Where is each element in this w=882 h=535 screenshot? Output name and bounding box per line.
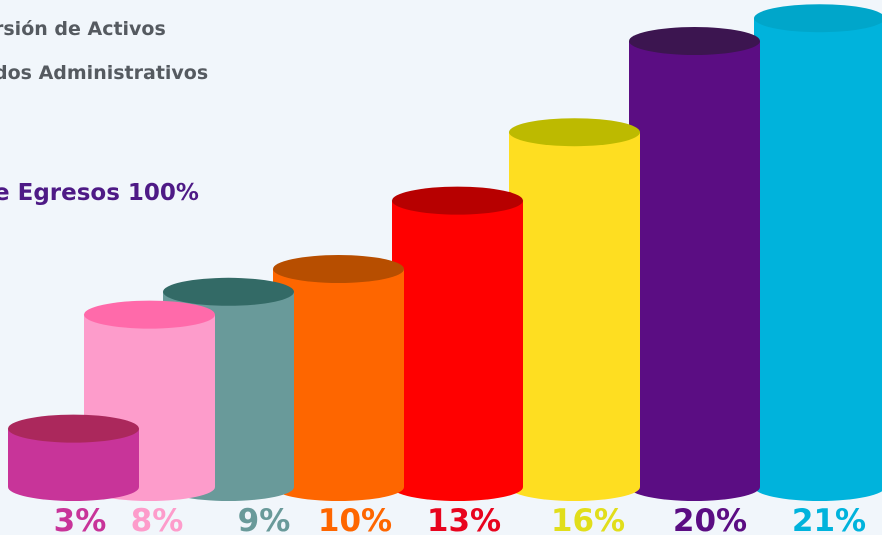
data-label-3: 9% xyxy=(238,503,291,535)
data-label-7: 20% xyxy=(673,503,747,535)
bar-top xyxy=(392,186,523,215)
data-label-4: 10% xyxy=(318,503,392,535)
bar-top xyxy=(273,255,404,283)
bar-body xyxy=(629,41,760,502)
data-label-8: 21% xyxy=(792,503,866,535)
bar-1 xyxy=(8,414,139,501)
bar-7 xyxy=(629,27,760,502)
bar-top xyxy=(629,27,760,55)
bar-8 xyxy=(754,4,882,501)
legend-item-administrative-expenses: dos Administrativos xyxy=(0,62,209,84)
bar-top xyxy=(163,277,294,306)
data-label-2: 8% xyxy=(131,503,184,535)
total-expenses-label: e Egresos 100% xyxy=(0,180,199,206)
data-label-1: 3% xyxy=(54,503,107,535)
data-label-6: 16% xyxy=(551,503,625,535)
bar-4 xyxy=(273,255,404,502)
bar-body xyxy=(509,132,640,502)
legend-item-asset-investment: rsión de Activos xyxy=(0,18,166,40)
bar-5 xyxy=(392,186,523,502)
bar-body xyxy=(273,269,404,502)
data-label-5: 13% xyxy=(427,503,501,535)
bar-top xyxy=(754,4,882,33)
bar-body xyxy=(392,200,523,502)
bar-body xyxy=(754,18,882,501)
bar-top xyxy=(8,414,139,443)
bar-body xyxy=(8,428,139,501)
bar-top xyxy=(509,118,640,147)
bar-6 xyxy=(509,118,640,502)
bar-top xyxy=(84,300,215,329)
